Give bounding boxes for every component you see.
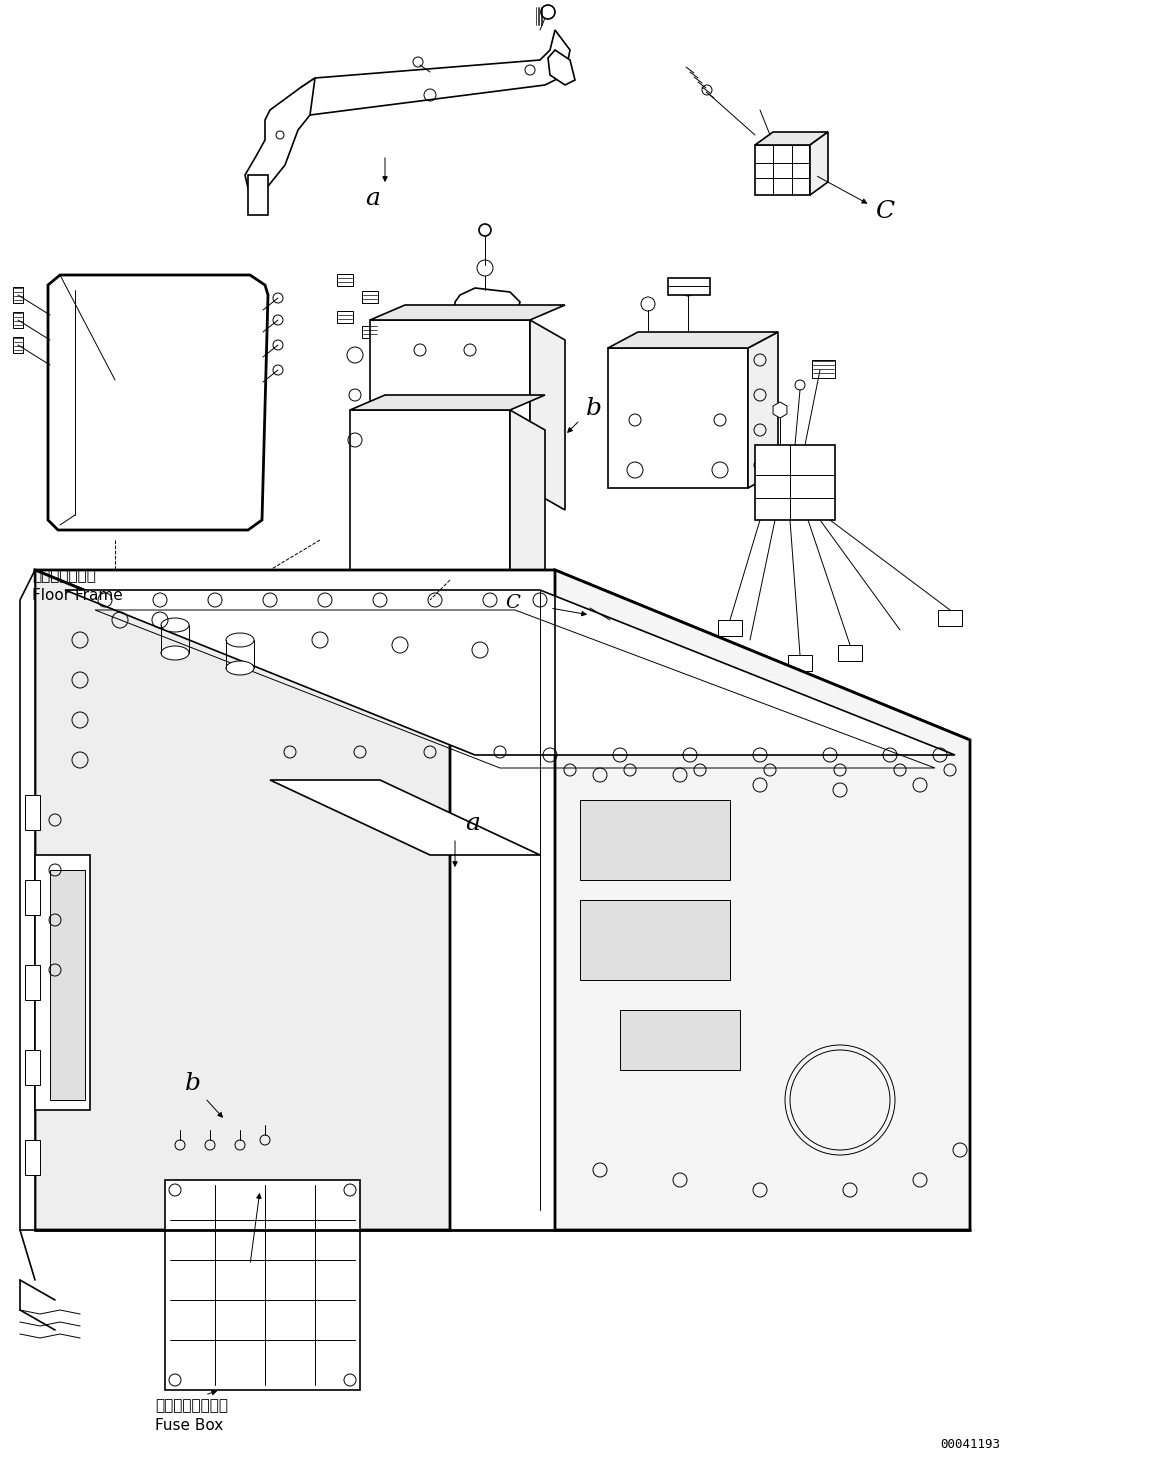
Polygon shape xyxy=(165,1180,361,1390)
Text: フューズボックス: フューズボックス xyxy=(155,1399,228,1413)
Polygon shape xyxy=(65,589,955,755)
Text: a: a xyxy=(365,188,380,210)
Polygon shape xyxy=(755,446,835,520)
Polygon shape xyxy=(13,337,23,353)
Polygon shape xyxy=(548,50,575,85)
Polygon shape xyxy=(35,570,970,740)
Polygon shape xyxy=(48,276,267,531)
Polygon shape xyxy=(337,311,354,323)
Polygon shape xyxy=(755,145,809,195)
Polygon shape xyxy=(839,645,862,661)
Polygon shape xyxy=(270,780,540,855)
Polygon shape xyxy=(24,795,40,830)
Polygon shape xyxy=(24,965,40,1000)
Polygon shape xyxy=(668,279,709,295)
Circle shape xyxy=(541,4,555,19)
Polygon shape xyxy=(13,312,23,328)
Polygon shape xyxy=(337,274,354,286)
Text: C: C xyxy=(505,594,520,611)
Polygon shape xyxy=(13,287,23,303)
Polygon shape xyxy=(620,1010,740,1070)
Ellipse shape xyxy=(226,633,254,647)
Polygon shape xyxy=(789,655,812,671)
Ellipse shape xyxy=(160,619,190,632)
Polygon shape xyxy=(35,570,450,1230)
Polygon shape xyxy=(608,331,778,347)
Ellipse shape xyxy=(226,661,254,674)
Circle shape xyxy=(479,224,491,236)
Polygon shape xyxy=(248,174,267,216)
Text: Floor Frame: Floor Frame xyxy=(33,588,123,603)
Polygon shape xyxy=(362,290,378,303)
Text: b: b xyxy=(185,1072,201,1095)
Polygon shape xyxy=(809,132,828,195)
Polygon shape xyxy=(350,410,511,570)
Polygon shape xyxy=(24,1141,40,1176)
Polygon shape xyxy=(511,410,545,589)
Polygon shape xyxy=(748,331,778,488)
Polygon shape xyxy=(718,620,742,636)
Polygon shape xyxy=(35,855,90,1110)
Text: C: C xyxy=(875,199,894,223)
Text: b: b xyxy=(586,397,602,419)
Polygon shape xyxy=(350,394,545,410)
Polygon shape xyxy=(555,570,970,1230)
Polygon shape xyxy=(812,361,835,378)
Polygon shape xyxy=(245,78,315,191)
Polygon shape xyxy=(755,132,828,145)
Polygon shape xyxy=(24,880,40,915)
Text: 00041193: 00041193 xyxy=(940,1438,1000,1451)
Polygon shape xyxy=(455,287,520,350)
Polygon shape xyxy=(580,800,730,880)
Text: Fuse Box: Fuse Box xyxy=(155,1418,223,1432)
Ellipse shape xyxy=(160,647,190,660)
Text: a: a xyxy=(465,812,480,836)
Polygon shape xyxy=(362,325,378,339)
Polygon shape xyxy=(298,29,570,114)
Polygon shape xyxy=(20,570,35,1230)
Polygon shape xyxy=(939,610,962,626)
Polygon shape xyxy=(370,320,530,490)
Text: フロアフレーム: フロアフレーム xyxy=(33,567,95,583)
Polygon shape xyxy=(370,305,565,320)
Polygon shape xyxy=(608,347,748,488)
Polygon shape xyxy=(773,402,787,418)
Polygon shape xyxy=(580,900,730,979)
Polygon shape xyxy=(50,869,85,1100)
Polygon shape xyxy=(24,1050,40,1085)
Polygon shape xyxy=(530,320,565,510)
